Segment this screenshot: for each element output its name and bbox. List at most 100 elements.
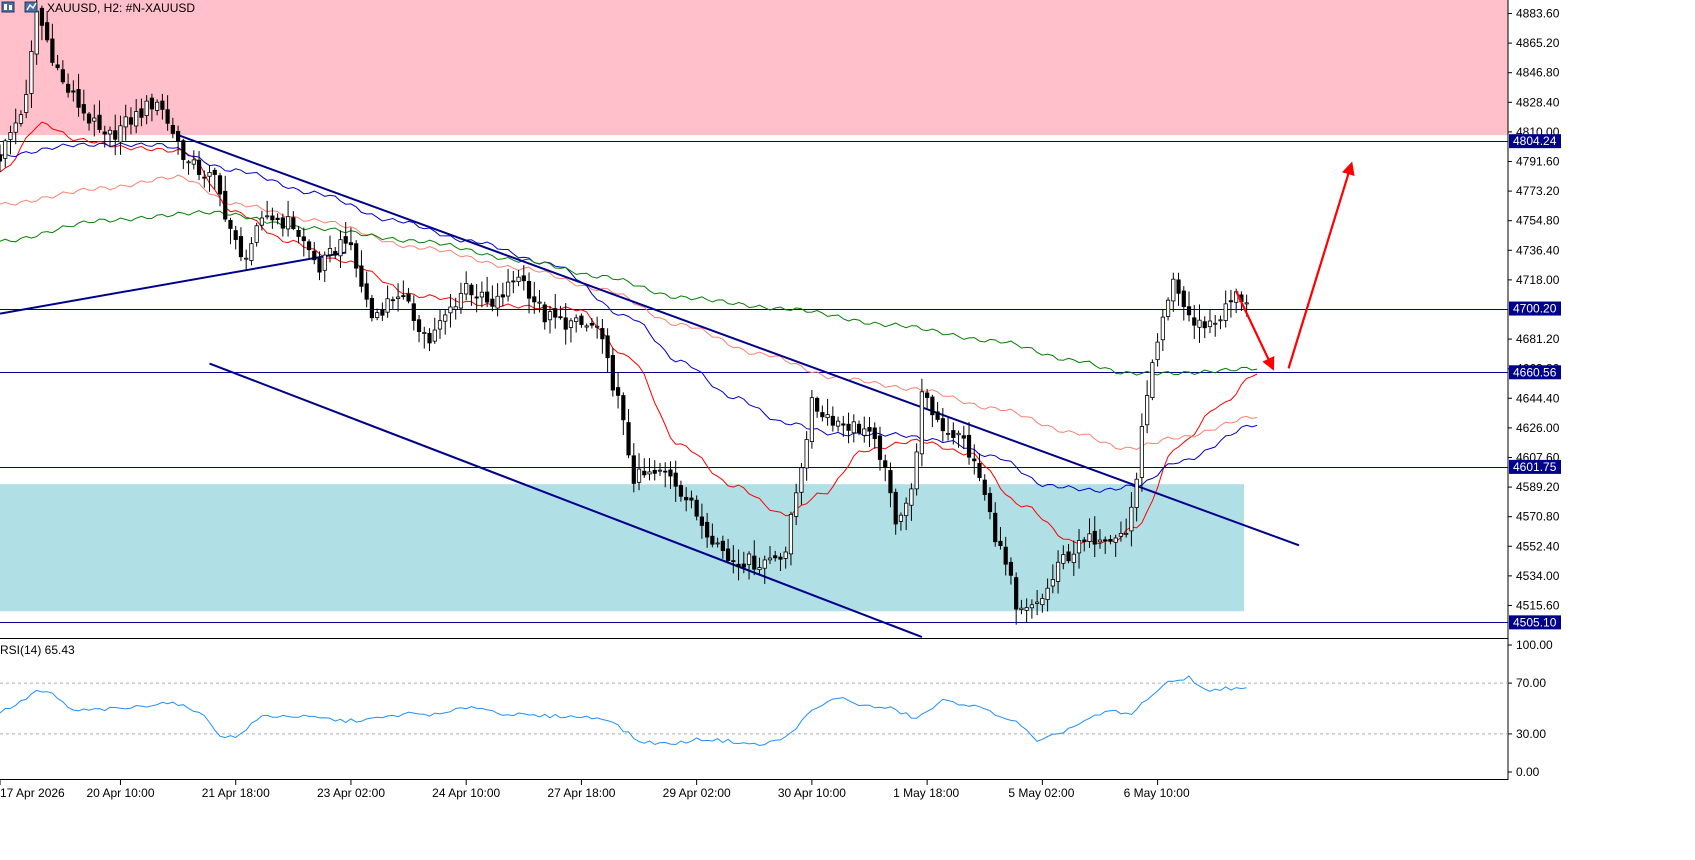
demand-zone bbox=[0, 484, 1245, 612]
bullish-candle bbox=[92, 117, 97, 122]
trendline[interactable] bbox=[0, 251, 346, 315]
time-tick-label: 27 Apr 18:00 bbox=[547, 786, 615, 800]
target-arrow[interactable] bbox=[1287, 161, 1355, 369]
level-price-boxes: 4804.24 4700.20 4660.56 4601.75 4505.10 bbox=[1509, 134, 1561, 630]
time-tick-label: 29 Apr 02:00 bbox=[663, 786, 731, 800]
rsi-line bbox=[0, 675, 1247, 747]
bearish-candle bbox=[175, 131, 181, 142]
bearish-candle bbox=[291, 217, 296, 229]
bearish-candle bbox=[951, 430, 956, 438]
bearish-candle bbox=[196, 159, 202, 175]
bullish-candle bbox=[385, 298, 390, 313]
bullish-candle bbox=[505, 281, 511, 297]
bullish-candle bbox=[1124, 532, 1129, 535]
time-axis[interactable]: 17 Apr 2026 20 Apr 10:00 21 Apr 18:00 23 Ap… bbox=[0, 780, 1190, 800]
bullish-candle bbox=[584, 325, 589, 328]
bearish-candle bbox=[1014, 577, 1019, 610]
rsi-tick-label: 30.00 bbox=[1516, 727, 1546, 741]
bearish-candle bbox=[678, 485, 684, 497]
bullish-candle bbox=[1129, 506, 1134, 532]
level-price-label: 4700.20 bbox=[1513, 302, 1557, 316]
bearish-candle bbox=[427, 332, 432, 344]
bullish-candle bbox=[134, 111, 139, 127]
bearish-candle bbox=[55, 64, 60, 69]
zones-layer bbox=[0, 0, 1508, 612]
price-tick-label: 4791.60 bbox=[1516, 155, 1560, 169]
ema_long-line bbox=[0, 210, 1258, 376]
bullish-candle bbox=[118, 125, 123, 143]
bearish-candle bbox=[893, 491, 898, 525]
bearish-candle bbox=[589, 322, 594, 326]
pullback-arrow[interactable] bbox=[1235, 290, 1275, 371]
chart-type-icon[interactable] bbox=[24, 1, 38, 13]
bearish-candle bbox=[76, 89, 81, 108]
chart-window-icon[interactable] bbox=[1, 1, 15, 13]
bullish-candle bbox=[422, 332, 427, 334]
bullish-candle bbox=[757, 567, 762, 571]
bearish-candle bbox=[710, 535, 715, 545]
rsi-tick-label: 100.00 bbox=[1516, 638, 1553, 652]
price-tick-label: 4626.00 bbox=[1516, 421, 1560, 435]
bearish-candle bbox=[1176, 279, 1181, 294]
bearish-candle bbox=[977, 463, 982, 478]
bearish-candle bbox=[1103, 539, 1108, 542]
bearish-candle bbox=[600, 328, 605, 340]
bearish-candle bbox=[1228, 300, 1234, 303]
bullish-candle bbox=[1061, 554, 1066, 564]
bearish-candle bbox=[312, 250, 317, 261]
bearish-candle bbox=[542, 304, 547, 323]
bullish-candle bbox=[207, 172, 212, 177]
bearish-candle bbox=[684, 496, 689, 501]
bearish-candle bbox=[71, 90, 76, 93]
trendline[interactable] bbox=[209, 362, 923, 638]
price-tick-label: 4846.80 bbox=[1516, 66, 1560, 80]
moving-averages bbox=[0, 121, 1258, 545]
bearish-candle bbox=[212, 169, 217, 175]
symbol-label: XAUUSD, H2: #N-XAUUSD bbox=[47, 1, 195, 15]
bullish-candle bbox=[788, 513, 794, 555]
bearish-candle bbox=[815, 397, 820, 412]
bearish-candle bbox=[275, 217, 280, 220]
time-tick-label: 20 Apr 10:00 bbox=[86, 786, 154, 800]
bearish-candle bbox=[165, 109, 170, 124]
bullish-candle bbox=[3, 140, 8, 159]
bearish-candle bbox=[401, 295, 406, 298]
bullish-candle bbox=[479, 291, 484, 298]
bearish-candle bbox=[65, 83, 71, 93]
bearish-candle bbox=[966, 434, 972, 458]
bullish-candle bbox=[647, 471, 652, 475]
bullish-candle bbox=[568, 320, 574, 328]
rsi-panel[interactable]: RSI(14) 65.43 100.00 70.00 30.00 0.00 bbox=[0, 638, 1553, 779]
bearish-candle bbox=[1192, 317, 1197, 326]
bullish-candle bbox=[956, 432, 961, 436]
bearish-candle bbox=[642, 470, 647, 476]
bearish-candle bbox=[469, 284, 474, 296]
bearish-candle bbox=[621, 395, 626, 421]
bearish-candle bbox=[521, 275, 526, 282]
bearish-candle bbox=[45, 22, 50, 41]
bearish-candle bbox=[511, 280, 516, 283]
bearish-candle bbox=[925, 392, 930, 398]
bullish-candle bbox=[285, 216, 291, 230]
bearish-candle bbox=[993, 512, 998, 543]
bullish-candle bbox=[259, 217, 265, 226]
bullish-candle bbox=[1218, 319, 1223, 322]
trendlines[interactable] bbox=[0, 134, 1300, 638]
trendline[interactable] bbox=[177, 134, 1300, 547]
bullish-candle bbox=[547, 311, 553, 321]
bearish-candle bbox=[1202, 321, 1207, 329]
time-tick-label: 23 Apr 02:00 bbox=[317, 786, 385, 800]
price-tick-label: 4534.00 bbox=[1516, 569, 1560, 583]
projection-arrows[interactable] bbox=[1235, 161, 1355, 371]
bearish-candle bbox=[877, 435, 883, 460]
bullish-candle bbox=[1207, 320, 1213, 328]
bullish-candle bbox=[636, 468, 642, 483]
price-tick-label: 4681.20 bbox=[1516, 332, 1560, 346]
bearish-candle bbox=[149, 97, 155, 110]
horizontal-levels[interactable] bbox=[0, 141, 1508, 623]
bullish-candle bbox=[107, 129, 113, 135]
time-tick-label: 21 Apr 18:00 bbox=[202, 786, 270, 800]
bearish-candle bbox=[846, 423, 851, 431]
bullish-candle bbox=[327, 248, 333, 256]
